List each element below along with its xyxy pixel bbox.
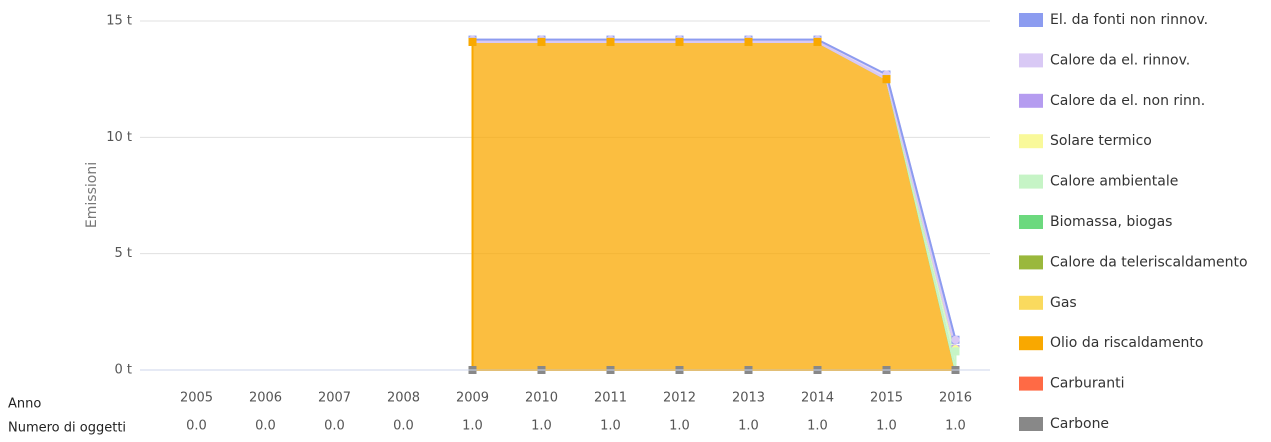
legend-label: Calore ambientale bbox=[1050, 174, 1178, 190]
legend-label: Biomassa, biogas bbox=[1050, 214, 1172, 230]
legend-swatch bbox=[1019, 417, 1043, 431]
legend-swatch bbox=[1019, 53, 1043, 68]
x-tick-label: 2010 bbox=[525, 391, 558, 406]
marker bbox=[882, 75, 891, 84]
legend-label: Calore da el. non rinn. bbox=[1050, 93, 1205, 109]
marker bbox=[744, 37, 753, 46]
legend-label: Solare termico bbox=[1050, 133, 1152, 149]
legend-label: Olio da riscaldamento bbox=[1050, 335, 1203, 351]
area bbox=[471, 40, 957, 371]
legend-swatch bbox=[1019, 215, 1043, 229]
count-value: 1.0 bbox=[945, 419, 966, 434]
x-tick-label: 2014 bbox=[801, 391, 834, 406]
y-tick-label: 5 t bbox=[114, 246, 132, 261]
x-tick-label: 2012 bbox=[663, 391, 696, 406]
marker bbox=[606, 37, 615, 46]
marker bbox=[951, 347, 960, 356]
x-tick-label: 2009 bbox=[456, 391, 489, 406]
marker bbox=[675, 37, 684, 46]
count-value: 1.0 bbox=[600, 419, 621, 434]
marker bbox=[813, 37, 822, 46]
x-tick-label: 2016 bbox=[939, 391, 972, 406]
count-value: 0.0 bbox=[393, 419, 414, 434]
count-value: 1.0 bbox=[738, 419, 759, 434]
x-tick-label: 2015 bbox=[870, 391, 903, 406]
count-row-label: Numero di oggetti bbox=[8, 421, 126, 436]
legend-swatch bbox=[1019, 174, 1043, 189]
count-value: 1.0 bbox=[807, 419, 828, 434]
count-value: 1.0 bbox=[531, 419, 552, 434]
x-axis-label: Anno bbox=[8, 397, 41, 412]
x-tick-label: 2005 bbox=[180, 391, 213, 406]
count-value: 0.0 bbox=[186, 419, 207, 434]
y-tick-label: 15 t bbox=[106, 14, 132, 29]
y-tick-label: 0 t bbox=[114, 363, 132, 378]
count-value: 1.0 bbox=[462, 419, 483, 434]
legend-swatch bbox=[1019, 336, 1043, 351]
legend-label: Calore da teleriscaldamento bbox=[1050, 254, 1248, 270]
count-value: 1.0 bbox=[669, 419, 690, 434]
x-tick-label: 2008 bbox=[387, 391, 420, 406]
x-tick-label: 2013 bbox=[732, 391, 765, 406]
legend-label: El. da fonti non rinnov. bbox=[1050, 12, 1208, 28]
legend-label: Carburanti bbox=[1050, 376, 1124, 392]
legend-label: Gas bbox=[1050, 295, 1077, 311]
marker bbox=[537, 37, 546, 46]
count-value: 0.0 bbox=[324, 419, 345, 434]
x-tick-label: 2011 bbox=[594, 391, 627, 406]
x-tick-label: 2006 bbox=[249, 391, 282, 406]
legend-swatch bbox=[1019, 93, 1043, 108]
legend-swatch bbox=[1019, 255, 1043, 270]
legend-swatch bbox=[1019, 376, 1043, 391]
legend-swatch bbox=[1019, 295, 1043, 310]
marker bbox=[951, 335, 960, 344]
legend-swatch bbox=[1019, 13, 1043, 27]
legend-label: Calore da el. rinnov. bbox=[1050, 52, 1190, 68]
marker bbox=[468, 37, 477, 46]
y-tick-label: 10 t bbox=[106, 130, 132, 145]
count-value: 0.0 bbox=[255, 419, 276, 434]
y-axis-label: Emissioni bbox=[84, 162, 100, 228]
legend-label: Carbone bbox=[1050, 416, 1109, 432]
x-tick-label: 2007 bbox=[318, 391, 351, 406]
count-value: 1.0 bbox=[876, 419, 897, 434]
legend-swatch bbox=[1019, 134, 1043, 149]
